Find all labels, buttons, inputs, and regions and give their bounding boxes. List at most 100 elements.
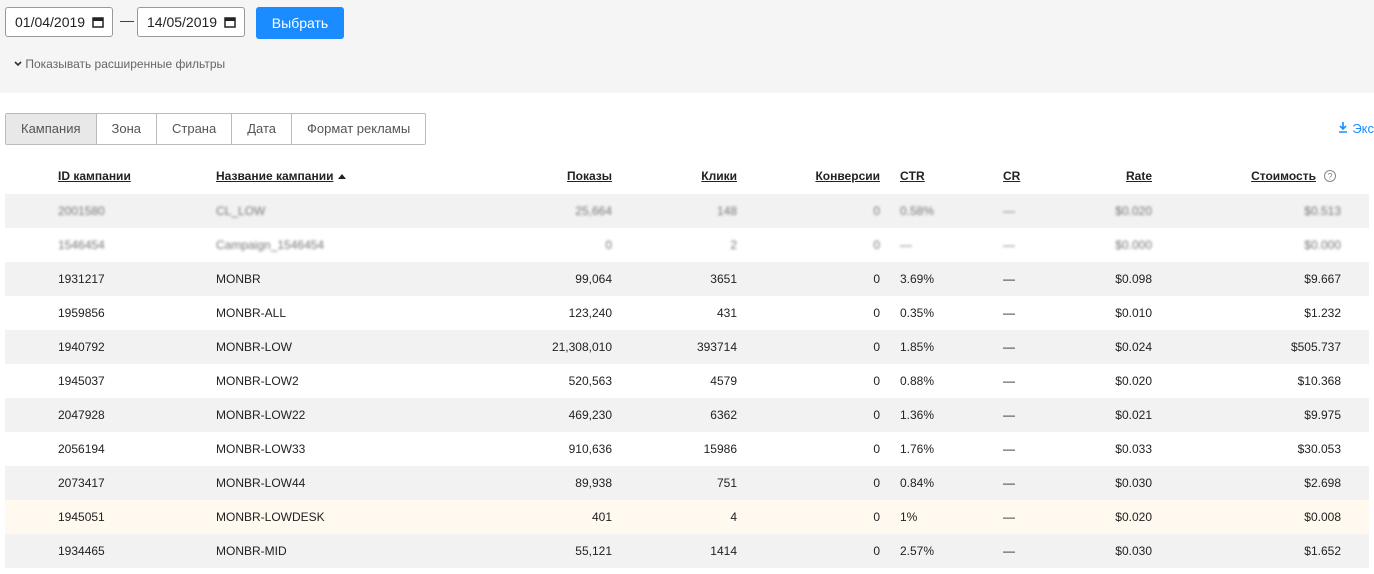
table-cell: MONBR-LOW33 bbox=[216, 442, 306, 456]
table-cell: $0.030 bbox=[1115, 476, 1152, 490]
advanced-filters-toggle[interactable]: Показывать расширенные фильтры bbox=[14, 57, 225, 71]
table-cell: 2047928 bbox=[58, 408, 105, 422]
table-cell: MONBR-ALL bbox=[216, 306, 287, 320]
table-cell: — bbox=[1003, 340, 1015, 354]
table-cell: 401 bbox=[591, 510, 612, 524]
tab[interactable]: Дата bbox=[231, 114, 291, 144]
table-cell: 1959856 bbox=[58, 306, 105, 320]
table-cell: Campaign_1546454 bbox=[216, 238, 325, 252]
date-to[interactable]: 14/05/2019 bbox=[137, 7, 245, 37]
calendar-icon bbox=[224, 17, 236, 28]
table-row[interactable]: 2047928 MONBR-LOW22 469,230 6362 0 1.36% — $0.0… bbox=[5, 398, 1369, 432]
table-cell: 469,230 bbox=[568, 408, 612, 422]
table-row[interactable]: 2073417 MONBR-LOW44 89,938 751 0 0.84% — $0.030… bbox=[5, 466, 1369, 500]
table-cell: 0 bbox=[873, 340, 880, 354]
table-row[interactable]: 1959856 MONBR-ALL 123,240 431 0 0.35% — $0.010 $… bbox=[5, 296, 1369, 330]
table-cell: 431 bbox=[716, 306, 737, 320]
column-header[interactable]: Конверсии bbox=[815, 169, 880, 183]
table-row[interactable]: 1945051 MONBR-LOWDESK 401 4 0 1% — $0.020 $0.008 bbox=[5, 500, 1369, 534]
tab[interactable]: Зона bbox=[95, 114, 157, 144]
table-cell: 0 bbox=[873, 374, 880, 388]
column-header[interactable]: ID кампании bbox=[58, 169, 131, 183]
chevron bbox=[14, 61, 22, 67]
table-cell: 1.36% bbox=[900, 408, 935, 422]
filter-panel: 01/04/2019 — 14/05/2019 Выбрать Показыва… bbox=[0, 0, 1374, 93]
table-cell: 0 bbox=[873, 442, 880, 456]
table-row[interactable]: 2056194 MONBR-LOW33 910,636 15986 0 1.76% — $0.… bbox=[5, 432, 1369, 466]
table-cell: $0.030 bbox=[1115, 544, 1152, 558]
table-cell: MONBR-LOW44 bbox=[216, 476, 306, 490]
date-from[interactable]: 01/04/2019 bbox=[5, 7, 113, 37]
table-cell: 1414 bbox=[710, 544, 737, 558]
column-header[interactable]: Название кампании bbox=[216, 169, 347, 183]
tab-bar: Кампания Зона Страна Дата Формат рекламы bbox=[5, 113, 427, 145]
table-cell: 0.88% bbox=[900, 374, 935, 388]
table-row[interactable]: 1934465 MONBR-MID 55,121 1414 0 2.57% — $0.030 $… bbox=[5, 534, 1369, 568]
tab[interactable]: Формат рекламы bbox=[291, 114, 425, 144]
table-row[interactable]: 1940792 MONBR-LOW 21,308,010 393714 0 1.85% — $… bbox=[5, 330, 1369, 364]
table-cell: 1945051 bbox=[58, 510, 105, 524]
table-cell: 0 bbox=[873, 510, 880, 524]
calendar-icon bbox=[92, 17, 104, 28]
table-cell: $1.652 bbox=[1304, 544, 1341, 558]
table-cell: $9.975 bbox=[1304, 408, 1341, 422]
table-cell: — bbox=[1003, 272, 1015, 286]
table-cell: $0.021 bbox=[1115, 408, 1152, 422]
table-cell: MONBR-LOW bbox=[216, 340, 292, 354]
table-row[interactable]: 1931217 MONBR 99,064 3651 0 3.69% — $0.098 $9.66… bbox=[5, 262, 1369, 296]
export-link[interactable]: Экс bbox=[1337, 121, 1374, 136]
column-header[interactable]: CTR bbox=[900, 169, 925, 183]
table-cell: 2073417 bbox=[58, 476, 105, 490]
column-header[interactable]: Клики bbox=[701, 169, 737, 183]
svg-text:?: ? bbox=[1327, 172, 1332, 182]
table-cell: 3.69% bbox=[900, 272, 935, 286]
table-cell: 0.35% bbox=[900, 306, 935, 320]
table-cell: 89,938 bbox=[575, 476, 612, 490]
table-cell: — bbox=[1003, 476, 1015, 490]
table-cell: $0.024 bbox=[1115, 340, 1152, 354]
table-cell: — bbox=[1003, 238, 1015, 252]
table-row[interactable]: 1546454 Campaign_1546454 0 2 0 — — $0.000 $0.000 bbox=[5, 228, 1369, 262]
table-cell: $0.020 bbox=[1115, 510, 1152, 524]
table-cell: CL_LOW bbox=[216, 204, 266, 218]
table-cell: 0.84% bbox=[900, 476, 935, 490]
column-header[interactable]: CR bbox=[1003, 169, 1021, 183]
table-cell: 6362 bbox=[710, 408, 737, 422]
tab[interactable]: Страна bbox=[156, 114, 231, 144]
table-cell: 1.85% bbox=[900, 340, 935, 354]
table-cell: $0.513 bbox=[1304, 204, 1341, 218]
column-header[interactable]: Стоимость bbox=[1251, 169, 1316, 183]
table-cell: MONBR-LOWDESK bbox=[216, 510, 325, 524]
table-cell: $2.698 bbox=[1304, 476, 1341, 490]
table-cell: $9.667 bbox=[1304, 272, 1341, 286]
table-cell: 55,121 bbox=[575, 544, 612, 558]
table-cell: 123,240 bbox=[568, 306, 612, 320]
tab[interactable]: Кампания bbox=[6, 114, 96, 144]
table-row[interactable]: 1945037 MONBR-LOW2 520,563 4579 0 0.88% — $0.02… bbox=[5, 364, 1369, 398]
column-header[interactable]: Показы bbox=[567, 169, 612, 183]
table-row[interactable]: 2001580 CL_LOW 25,664 148 0 0.58% — $0.020 $0.51… bbox=[5, 194, 1369, 228]
table-cell: 3651 bbox=[710, 272, 737, 286]
table-cell: MONBR-LOW22 bbox=[216, 408, 306, 422]
table-cell: MONBR-LOW2 bbox=[216, 374, 299, 388]
table-cell: 1.76% bbox=[900, 442, 935, 456]
table-cell: — bbox=[900, 238, 912, 252]
table-cell: 99,064 bbox=[575, 272, 612, 286]
help-icon[interactable]: ? bbox=[1323, 169, 1337, 183]
submit-button[interactable]: Выбрать bbox=[256, 7, 344, 39]
table-cell: — bbox=[1003, 306, 1015, 320]
table-cell: 0 bbox=[873, 238, 880, 252]
table-cell: 1% bbox=[900, 510, 918, 524]
table-cell: 25,664 bbox=[575, 204, 612, 218]
column-header[interactable]: Rate bbox=[1125, 169, 1152, 183]
table-cell: MONBR-MID bbox=[216, 544, 287, 558]
table-cell: 0 bbox=[605, 238, 612, 252]
sort-arrow bbox=[338, 174, 347, 179]
table-cell: 2056194 bbox=[58, 442, 105, 456]
table-cell: 4579 bbox=[710, 374, 737, 388]
table-cell: 0 bbox=[873, 476, 880, 490]
table-cell: 393714 bbox=[696, 340, 737, 354]
table-cell: $0.008 bbox=[1304, 510, 1341, 524]
table-cell: $30.053 bbox=[1297, 442, 1341, 456]
